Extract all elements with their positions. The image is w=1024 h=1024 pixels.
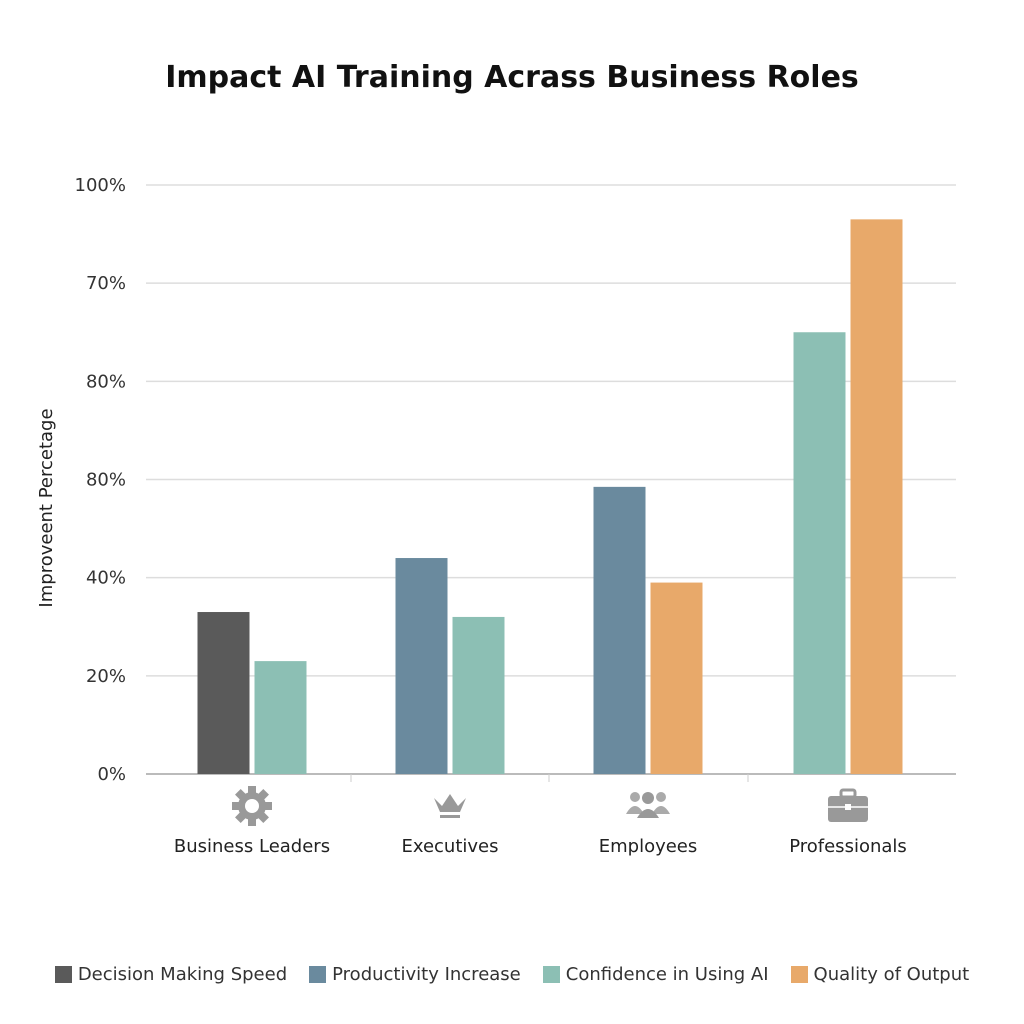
gear-tooth [248, 786, 256, 794]
legend-label: Quality of Output [813, 964, 970, 985]
y-tick-label: 0% [97, 764, 126, 785]
legend-swatch [542, 966, 560, 983]
legend-item: Confidence in Using AI [542, 964, 769, 985]
person-body [637, 809, 659, 818]
person-head [630, 792, 640, 802]
bar-decision-making-speed [197, 612, 250, 774]
legend-label: Productivity Increase [332, 964, 521, 985]
y-axis-label: Improveent Percetage [36, 408, 57, 607]
legend-swatch [790, 966, 808, 983]
legend-swatch [54, 966, 72, 983]
legend-label: Decision Making Speed [77, 964, 288, 985]
x-tick-label: Professionals [789, 836, 907, 857]
bar-quality-of-output [850, 219, 903, 774]
bar-productivity-increase [395, 558, 448, 774]
y-tick-label: 80% [86, 470, 126, 491]
crown-shape [434, 794, 466, 812]
person-head [642, 792, 654, 804]
legend: Decision Making Speed Productivity Increa… [0, 964, 1024, 985]
bar-confidence-in-using-ai [254, 661, 307, 774]
person-body [626, 806, 644, 814]
x-tick-label: Employees [599, 836, 698, 857]
y-tick-label: 20% [86, 666, 126, 687]
crown-base [440, 815, 460, 818]
legend-label: Confidence in Using AI [565, 964, 769, 985]
briefcase-handle [839, 788, 857, 799]
briefcase-clasp [845, 804, 851, 810]
gear-tooth [232, 802, 240, 810]
legend-item: Productivity Increase [309, 964, 521, 985]
crown-icon [434, 794, 466, 818]
briefcase-icon [828, 788, 868, 822]
gear-icon [232, 786, 272, 826]
legend-item: Decision Making Speed [54, 964, 288, 985]
y-tick-label: 80% [86, 371, 126, 392]
person-body [652, 806, 670, 814]
y-tick-label: 70% [86, 273, 126, 294]
gear-hole [245, 799, 259, 813]
bar-quality-of-output [650, 582, 703, 774]
bar-confidence-in-using-ai [793, 332, 846, 774]
people-icon [626, 792, 670, 818]
legend-item: Quality of Output [790, 964, 970, 985]
y-tick-label: 100% [75, 175, 126, 196]
x-tick-label: Executives [401, 836, 498, 857]
x-tick-label: Business Leaders [174, 836, 330, 857]
bar-productivity-increase [593, 486, 646, 774]
chart-title: Impact AI Training Acrass Business Roles [165, 60, 859, 95]
gear-tooth [264, 802, 272, 810]
bar-confidence-in-using-ai [452, 616, 505, 774]
gear-tooth [248, 818, 256, 826]
y-tick-label: 40% [86, 568, 126, 589]
person-head [656, 792, 666, 802]
legend-swatch [309, 966, 327, 983]
